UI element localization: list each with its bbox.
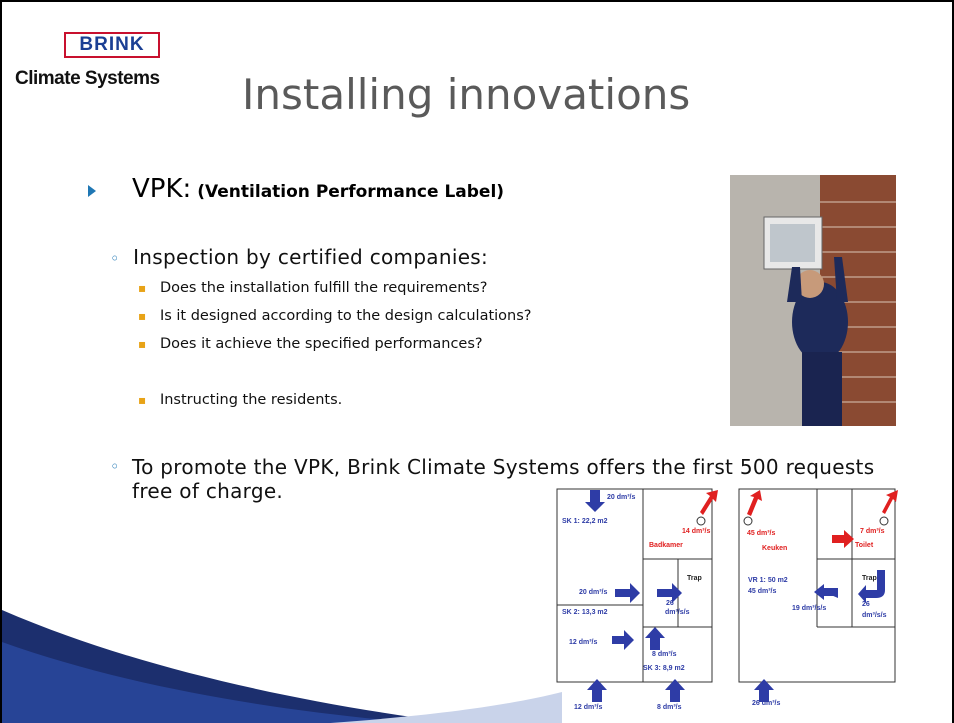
sub-bullet: ◦ Inspection by certified companies: <box>110 245 488 269</box>
item: ▪ Is it designed according to the design… <box>138 308 531 324</box>
bullet: VPK: (Ventilation Performance Label) <box>132 174 504 204</box>
bullet-detail: (Ventilation Performance Label) <box>197 182 504 202</box>
item-text: Does it achieve the specified performanc… <box>160 336 483 352</box>
plan-label: SK 1: 22,2 m2 <box>562 518 608 525</box>
plan-label: SK 2: 13,3 m2 <box>562 609 608 616</box>
plan-label: 26 <box>862 601 870 608</box>
plan-label: Keuken <box>762 545 787 552</box>
plan-label: VR 1: 50 m2 <box>748 577 788 584</box>
logo-tagline: Climate Systems <box>15 68 160 90</box>
item-text: Instructing the residents. <box>160 392 342 408</box>
plan-label: Toilet <box>855 542 874 549</box>
floor-plan-walls <box>557 489 895 682</box>
plan-label: 26 dm³/s <box>752 700 781 707</box>
plan-label: dm³/s/s <box>665 609 690 616</box>
slide-title: Installing innovations <box>242 70 690 119</box>
sub-bullet: ◦To promote the VPK, Brink Climate Syste… <box>110 455 890 503</box>
plan-label: 14 dm³/s <box>682 528 711 535</box>
plan-label: 12 dm³/s <box>569 639 598 646</box>
plan-label: 20 dm³/s <box>579 589 608 596</box>
plan-label: 8 dm³/s <box>652 651 677 658</box>
item: ▪ Instructing the residents. <box>138 392 342 408</box>
plan-label: dm³/s/s <box>862 612 887 619</box>
item: ▪ Does the installation fulfill the requ… <box>138 280 487 296</box>
plan-label: 8 dm³/s <box>657 704 682 711</box>
plan-label: Badkamer <box>649 542 683 549</box>
plan-label: Trap <box>687 575 702 582</box>
item-text: Is it designed according to the design c… <box>160 308 532 324</box>
photo <box>730 175 896 426</box>
bullet-arrow <box>88 185 96 197</box>
sub-bullet-text: Inspection by certified companies: <box>133 245 488 269</box>
plan-label: 7 dm³/s <box>860 528 885 535</box>
plan-label: SK 3: 8,9 m2 <box>643 665 685 672</box>
slide: 20 dm³/s SK 1: 22,2 m2 14 dm³/s Badkamer Tra… <box>0 0 954 723</box>
item: ▪ Does it achieve the specified performa… <box>138 336 483 352</box>
plan-label: 45 dm³/s <box>748 588 777 595</box>
item-text: Does the installation fulfill the requir… <box>160 280 487 296</box>
plan-label: Trap <box>862 575 877 582</box>
logo-brand: BRINK <box>64 32 160 58</box>
plan-label: 45 dm³/s <box>747 530 776 537</box>
plan-label: 12 dm³/s <box>574 704 603 711</box>
bullet-label: VPK: <box>132 174 191 204</box>
sub-bullet-text: To promote the VPK, Brink Climate System… <box>132 455 890 503</box>
plan-label: 19 dm³/s/s <box>792 605 826 612</box>
plan-label: 26 <box>666 600 674 607</box>
